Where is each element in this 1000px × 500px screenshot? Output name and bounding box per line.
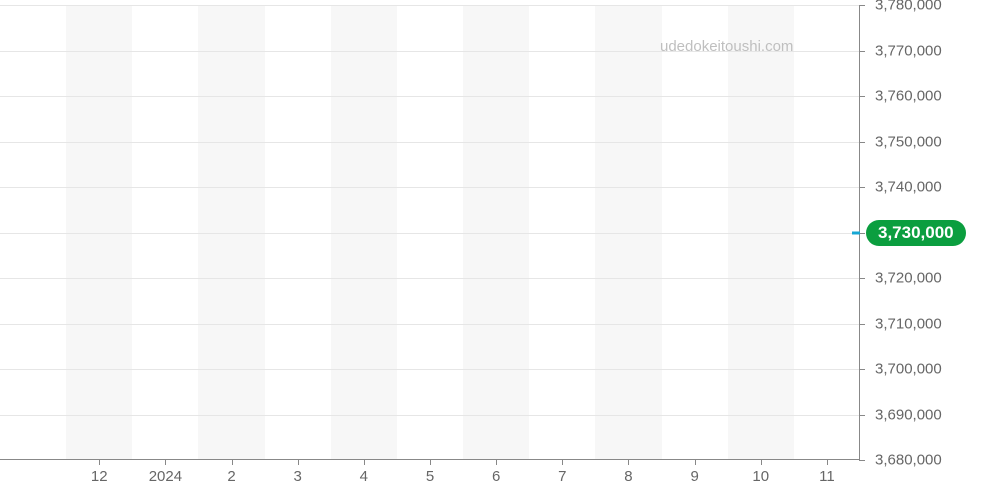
x-tick [232,459,233,465]
x-axis-label: 4 [360,468,368,485]
y-tick [859,142,865,143]
y-axis-label: 3,680,000 [875,452,942,469]
y-axis-label: 3,720,000 [875,270,942,287]
gridline [0,369,859,370]
x-axis-label: 8 [624,468,632,485]
y-axis-label: 3,750,000 [875,133,942,150]
y-axis-label: 3,700,000 [875,361,942,378]
y-tick [859,51,865,52]
x-axis-label: 9 [690,468,698,485]
gridline [0,324,859,325]
plot-area [0,5,860,460]
x-tick [628,459,629,465]
gridline [0,233,859,234]
x-axis-label: 7 [558,468,566,485]
gridline [0,278,859,279]
x-tick [430,459,431,465]
x-axis-label: 12 [91,468,108,485]
gridline [0,415,859,416]
y-tick [859,278,865,279]
x-tick [827,459,828,465]
x-tick [562,459,563,465]
y-tick [859,324,865,325]
x-tick [298,459,299,465]
x-axis-label: 6 [492,468,500,485]
x-tick [364,459,365,465]
y-tick [859,415,865,416]
y-tick [859,187,865,188]
gridline [0,142,859,143]
x-axis-label: 5 [426,468,434,485]
y-axis-label: 3,770,000 [875,42,942,59]
x-tick [695,459,696,465]
current-value-badge: 3,730,000 [866,220,966,246]
x-tick [165,459,166,465]
y-axis-label: 3,780,000 [875,0,942,14]
y-axis-label: 3,710,000 [875,315,942,332]
x-axis-label: 3 [294,468,302,485]
x-tick [761,459,762,465]
x-tick [99,459,100,465]
watermark: udedokeitoushi.com [660,38,793,55]
price-chart: udedokeitoushi.com 3,680,000 3,690,000 3,7… [0,0,1000,500]
x-axis-label: 2024 [149,468,182,485]
x-axis-label: 11 [819,468,835,485]
x-tick [496,459,497,465]
gridline [0,5,859,6]
y-tick [859,96,865,97]
y-axis-label: 3,690,000 [875,406,942,423]
y-axis-label: 3,740,000 [875,179,942,196]
y-tick [859,369,865,370]
y-tick [859,460,865,461]
current-value-marker [852,231,860,234]
gridline [0,187,859,188]
gridline [0,96,859,97]
x-axis-label: 10 [752,468,769,485]
x-axis-label: 2 [227,468,235,485]
y-tick [859,5,865,6]
y-axis-label: 3,760,000 [875,88,942,105]
